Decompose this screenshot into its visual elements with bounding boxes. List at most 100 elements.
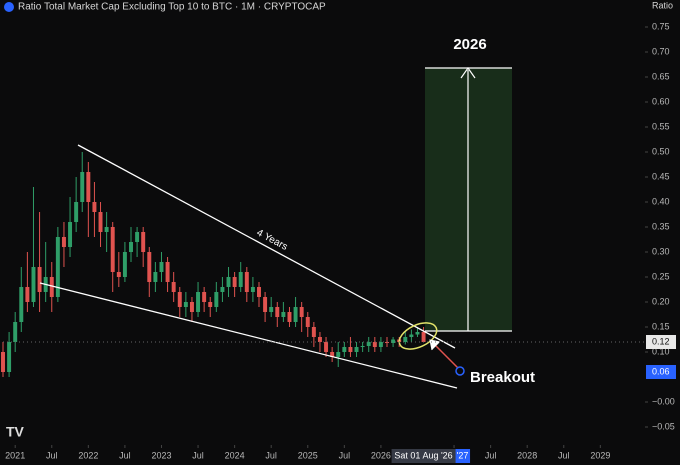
candle-body (391, 339, 396, 343)
crosshair-price-box (646, 365, 676, 379)
crosshair-date-box (391, 449, 456, 463)
y-tick-label: 0.15 (652, 321, 670, 331)
x-tick-label: Jul (265, 450, 277, 460)
candle-body (415, 332, 420, 335)
x-tick-label: 2021 (5, 450, 25, 460)
y-tick-label: 0.65 (652, 71, 670, 81)
candle-body (226, 277, 231, 287)
candle-body (202, 292, 207, 302)
crosshair-price-label: 0.06 (652, 366, 670, 376)
candle-body (299, 307, 304, 317)
candle-body (360, 346, 365, 347)
breakout-point (455, 366, 465, 376)
candle-body (86, 172, 91, 202)
candle-body (92, 202, 97, 212)
candle-body (250, 287, 255, 292)
candle-body (61, 237, 66, 247)
last-price-box (646, 335, 676, 349)
last-price-label: 0.12 (652, 336, 670, 346)
y-tick-label: 0.30 (652, 246, 670, 256)
x-tick-label: 2028 (517, 450, 537, 460)
candle-body (208, 302, 213, 307)
x-tick-label: Jul (192, 450, 204, 460)
candle-body (80, 172, 85, 202)
candle-body (153, 272, 158, 282)
y-tick-label: 0.60 (652, 96, 670, 106)
y-tick-label: 0.50 (652, 146, 670, 156)
y-tick-label: 0.55 (652, 121, 670, 131)
candle-body (403, 337, 408, 342)
candle-body (220, 287, 225, 292)
lower-trendline (39, 282, 458, 389)
candle-body (409, 334, 414, 337)
candle-body (342, 347, 347, 352)
candle-body (287, 312, 292, 322)
candle-body (141, 232, 146, 252)
candle-body (336, 352, 341, 357)
candle-body (116, 272, 121, 277)
candle-body (74, 202, 79, 222)
chart-title: Ratio Total Market Cap Excluding Top 10 … (18, 2, 326, 13)
x-tick-label: 2025 (298, 450, 318, 460)
y-tick-label: 0.20 (652, 296, 670, 306)
candle-body (19, 287, 24, 322)
candle-body (7, 342, 12, 372)
candle-body (305, 317, 310, 327)
candle-body (330, 352, 335, 357)
candle-body (110, 227, 115, 272)
x-tick-label: Jul (46, 450, 58, 460)
candle-body (135, 232, 140, 242)
x-tick-label: Jul (558, 450, 570, 460)
candle-body (159, 262, 164, 272)
candle-body (171, 282, 176, 292)
candle-body (129, 242, 133, 252)
candle-body (269, 307, 274, 312)
candle-body (68, 222, 73, 247)
candle-body (263, 297, 268, 312)
y-tick-label: −0.00 (652, 396, 675, 406)
candle-body (183, 302, 188, 307)
candle-body (37, 267, 42, 292)
x-tick-label: Jul (485, 450, 497, 460)
symbol-icon (4, 2, 14, 12)
upper-trendline (77, 144, 456, 349)
candle-body (196, 292, 201, 312)
arrow-head (460, 66, 476, 79)
candle-body (238, 272, 243, 287)
y-axis-label: Ratio (652, 0, 673, 10)
breakout-ellipse (398, 322, 438, 350)
y-tick-label: 0.35 (652, 221, 670, 231)
x-tick-label: 2024 (225, 450, 245, 460)
candle-body (317, 337, 322, 342)
candle-body (147, 252, 152, 282)
candle-body (104, 227, 109, 232)
breakout-arrow (432, 342, 459, 369)
y-tick-label: 0.75 (652, 21, 670, 31)
y-tick-label: 0.70 (652, 46, 670, 56)
y-tick-label: 0.45 (652, 171, 670, 181)
candle-body (275, 307, 280, 317)
candle-body (232, 277, 237, 287)
y-tick-label: 0.40 (652, 196, 670, 206)
candle-body (122, 252, 127, 277)
candle-body (165, 262, 170, 282)
candle-body (55, 237, 60, 297)
candle-body (311, 327, 316, 337)
candle-body (25, 287, 30, 302)
candle-body (324, 342, 329, 352)
x-tick-label: 2029 (590, 450, 610, 460)
target-label: 2026 (453, 36, 486, 53)
candle-body (13, 322, 18, 342)
candle-body (348, 347, 353, 352)
candle-body (214, 292, 219, 307)
x-tick-label: Jul (339, 450, 351, 460)
x-tick-label: 2026 (371, 450, 391, 460)
candle-body (49, 277, 54, 297)
axes: 0.75 0.70 0.65 0.60 0.55 0.50 0.45 0.40 0.35 0.30… (3, 21, 676, 463)
candle-body (421, 332, 426, 342)
breakout-label: Breakout (470, 369, 535, 386)
candle-body (177, 292, 182, 307)
